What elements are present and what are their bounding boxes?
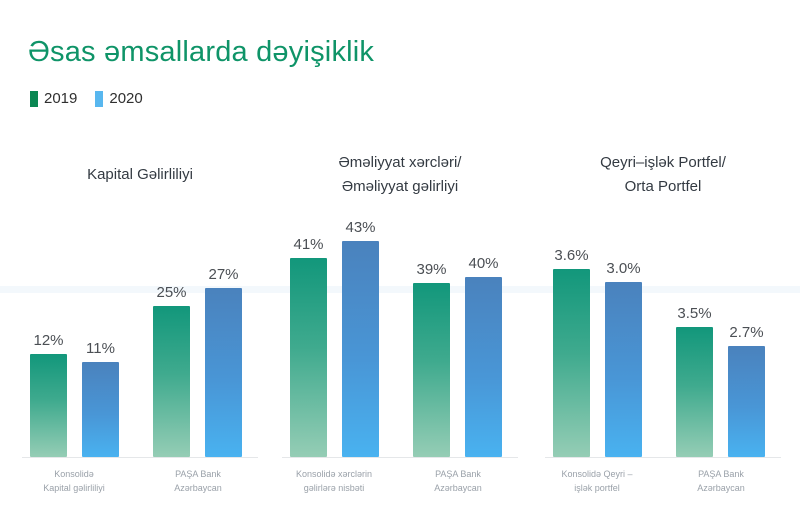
plot-area: 12% 11% 25% 27%: [22, 238, 258, 458]
x-axis-label: Konsolidə Kapital gəlirliliyi: [43, 469, 105, 493]
x-axis-label: Konsolidə xərclərin gəlirlərə nisbəti: [295, 469, 373, 493]
bar-value-label: 25%: [156, 284, 187, 301]
bar-group: 11%: [82, 340, 119, 457]
x-axis-label: Konsolidə Qeyri – işlək portfel: [561, 469, 633, 493]
bar-value-label: 3.0%: [606, 260, 641, 277]
bar-2019: [30, 354, 67, 457]
bar-value-label: 2.7%: [729, 324, 764, 341]
legend-item-2020: 2020: [95, 90, 143, 107]
chart-group-qeyri-islek-portfel: Qeyri–işlək Portfel/ Orta Portfel 3.6% 3…: [545, 146, 781, 506]
legend-label: 2019: [44, 90, 78, 107]
bar-value-label: 11%: [86, 340, 115, 357]
bar-value-label: 3.6%: [554, 247, 589, 264]
x-axis-labels: Konsolidə Kapital gəlirliliyi PAŞA Bank …: [22, 468, 258, 500]
group-title: Kapital Gəlirliliyi: [87, 166, 193, 183]
x-axis-label: PAŞA Bank Azərbaycan: [174, 469, 222, 493]
bar-2019: [413, 283, 450, 457]
x-axis-labels: Konsolidə xərclərin gəlirlərə nisbəti PA…: [282, 468, 518, 500]
chart-group-emeliyyat-xercleri: Əməliyyat xərcləri/ Əməliyyat gəlirliyi …: [282, 146, 518, 506]
bar-group: 40%: [465, 255, 502, 457]
bar-group: 3.6%: [553, 247, 590, 457]
legend-swatch-2019: [30, 90, 38, 107]
bar-value-label: 40%: [468, 255, 499, 272]
bar-2020: [465, 277, 502, 457]
bar-group: 39%: [413, 261, 450, 457]
bar-group: 3.0%: [605, 260, 642, 457]
bar-value-label: 3.5%: [677, 305, 712, 322]
legend: 2019 2020: [30, 90, 143, 107]
bar-2019: [553, 269, 590, 457]
group-title: Qeyri–işlək Portfel/ Orta Portfel: [600, 154, 726, 195]
bar-2019: [153, 306, 190, 457]
legend-swatch-2020: [95, 90, 104, 107]
bar-group: 27%: [205, 266, 242, 457]
background-gridline: [0, 286, 800, 293]
bar-group: 43%: [342, 219, 379, 457]
bar-group: 25%: [153, 284, 190, 457]
group-title: Əməliyyat xərcləri/ Əməliyyat gəlirliyi: [338, 154, 462, 195]
plot-area: 41% 43% 39% 40%: [282, 219, 518, 458]
bar-value-label: 43%: [345, 219, 376, 236]
bar-2020: [342, 241, 379, 457]
bar-2020: [82, 362, 119, 457]
bar-group: 12%: [30, 332, 67, 457]
chart-group-kapital-gelirliliyi: Kapital Gəlirliliyi 12% 11% 25% 27%: [22, 146, 258, 506]
x-axis-label: PAŞA Bank Azərbaycan: [697, 469, 745, 493]
plot-area: 3.6% 3.0% 3.5% 2.7%: [545, 238, 781, 458]
bar-2019: [290, 258, 327, 457]
bar-group: 3.5%: [676, 305, 713, 457]
bar-group: 41%: [290, 236, 327, 457]
bar-2019: [676, 327, 713, 457]
bar-2020: [205, 288, 242, 457]
bar-2020: [605, 282, 642, 457]
bar-group: 2.7%: [728, 324, 765, 457]
x-axis-labels: Konsolidə Qeyri – işlək portfel PAŞA Ban…: [545, 468, 781, 500]
x-axis-label: PAŞA Bank Azərbaycan: [434, 469, 482, 493]
bar-2020: [728, 346, 765, 457]
bar-value-label: 27%: [208, 266, 239, 283]
page-title: Əsas əmsallarda dəyişiklik: [28, 36, 375, 68]
bar-value-label: 12%: [33, 332, 64, 349]
bar-value-label: 41%: [293, 236, 324, 253]
bar-value-label: 39%: [416, 261, 447, 278]
legend-item-2019: 2019: [30, 90, 77, 107]
legend-label: 2020: [109, 90, 143, 107]
